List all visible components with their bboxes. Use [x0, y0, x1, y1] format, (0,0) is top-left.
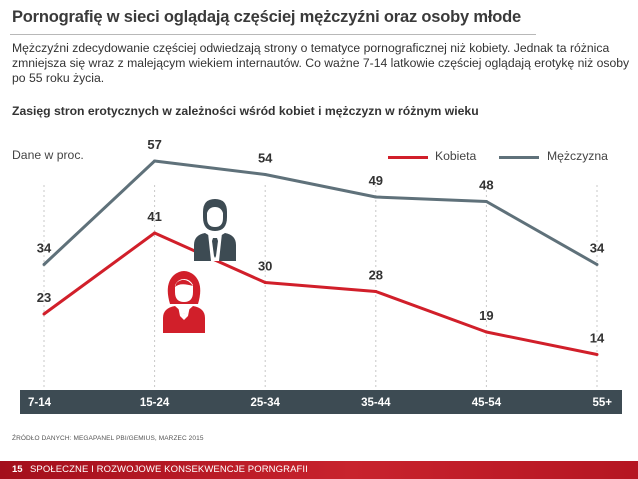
data-label-female-7-14: 23 — [37, 290, 51, 305]
woman-icon — [163, 271, 205, 333]
data-label-female-45-54: 19 — [479, 308, 493, 323]
legend-label-male: Mężczyzna — [547, 149, 608, 163]
legend-label-female: Kobieta — [435, 149, 477, 163]
page-title: Pornografię w sieci oglądają częściej mę… — [12, 8, 521, 26]
unit-label: Dane w proc. — [12, 148, 84, 162]
data-point-female-15-24 — [153, 231, 157, 235]
data-point-female-45-54 — [484, 330, 488, 334]
data-point-male-15-24 — [153, 159, 157, 163]
x-tick-7-14: 7-14 — [28, 397, 52, 409]
series-line-female — [43, 231, 598, 356]
legend-male: Mężczyzna — [499, 148, 629, 164]
data-point-female-55+ — [595, 353, 599, 356]
footer-bar: 15 SPOŁECZNE I ROZWOJOWE KONSEKWENCJE PO… — [0, 461, 638, 479]
data-point-male-45-54 — [484, 200, 488, 203]
data-label-male-35-44: 49 — [369, 173, 383, 188]
x-tick-45-54: 45-54 — [472, 397, 502, 409]
businessman-icon — [194, 199, 236, 261]
data-source: ŹRÓDŁO DANYCH: MEGAPANEL PBI/GEMIUS, MAR… — [12, 435, 204, 442]
x-tick-55+: 55+ — [592, 397, 612, 409]
legend-female: Kobieta — [388, 148, 508, 164]
legend-swatch-male — [499, 156, 539, 159]
data-point-male-25-34 — [263, 173, 267, 176]
data-point-female-7-14 — [42, 312, 46, 316]
chart-subtitle: Zasięg stron erotycznych w zależności wś… — [12, 104, 479, 118]
data-label-female-55+: 14 — [590, 331, 605, 346]
series-line-male — [42, 159, 598, 266]
footer-section: SPOŁECZNE I ROZWOJOWE KONSEKWENCJE PORNG… — [30, 464, 308, 475]
legend-swatch-female — [388, 156, 428, 159]
x-tick-15-24: 15-24 — [140, 397, 170, 409]
x-tick-35-44: 35-44 — [361, 397, 391, 409]
data-label-male-7-14: 34 — [37, 241, 52, 256]
x-axis-bar — [20, 390, 622, 414]
x-tick-25-34: 25-34 — [250, 397, 280, 409]
data-point-male-7-14 — [42, 263, 46, 266]
data-label-male-55+: 34 — [590, 241, 605, 256]
data-label-female-35-44: 28 — [369, 268, 383, 283]
data-label-female-25-34: 30 — [258, 259, 272, 274]
data-label-male-25-34: 54 — [258, 151, 273, 166]
data-point-male-55+ — [595, 263, 599, 266]
data-label-female-15-24: 41 — [147, 209, 161, 224]
data-point-male-35-44 — [374, 195, 378, 199]
data-label-male-45-54: 48 — [479, 178, 493, 193]
data-point-female-35-44 — [374, 290, 378, 293]
data-label-male-15-24: 57 — [147, 137, 161, 152]
title-divider — [10, 34, 536, 35]
page-number: 15 — [12, 464, 23, 475]
data-point-female-25-34 — [263, 281, 267, 284]
description: Mężczyźni zdecydowanie częściej odwiedza… — [12, 41, 630, 85]
